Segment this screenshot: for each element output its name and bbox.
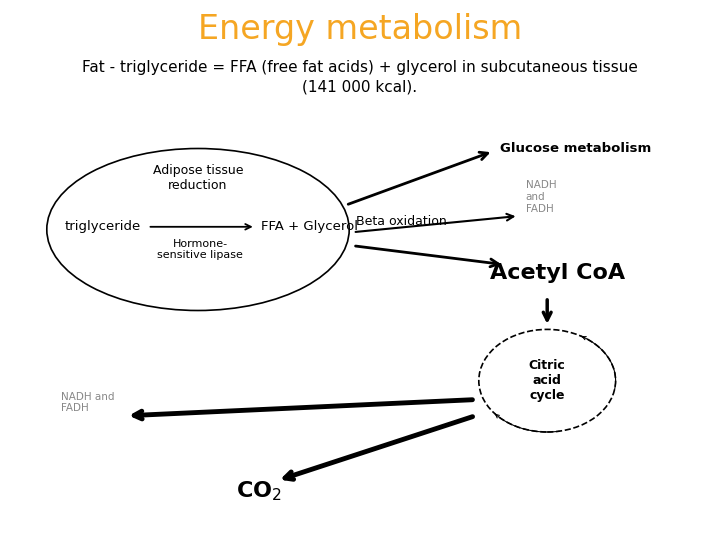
Text: Adipose tissue
reduction: Adipose tissue reduction [153, 164, 243, 192]
Text: Energy metabolism: Energy metabolism [198, 13, 522, 46]
Text: Beta oxidation: Beta oxidation [356, 215, 447, 228]
Text: Hormone-
sensitive lipase: Hormone- sensitive lipase [157, 239, 243, 260]
Text: Acetyl CoA: Acetyl CoA [490, 262, 625, 283]
Text: NADH and
FADH: NADH and FADH [61, 392, 114, 413]
Text: Fat - triglyceride = FFA (free fat acids) + glycerol in subcutaneous tissue: Fat - triglyceride = FFA (free fat acids… [82, 60, 638, 75]
Text: FFA + Glycerol: FFA + Glycerol [261, 220, 358, 233]
Text: triglyceride: triglyceride [65, 220, 141, 233]
Text: Glucose metabolism: Glucose metabolism [500, 142, 652, 155]
Text: CO$_2$: CO$_2$ [236, 480, 282, 503]
Text: Citric
acid
cycle: Citric acid cycle [528, 359, 566, 402]
Text: (141 000 kcal).: (141 000 kcal). [302, 80, 418, 95]
Text: NADH
and
FADH: NADH and FADH [526, 180, 557, 214]
